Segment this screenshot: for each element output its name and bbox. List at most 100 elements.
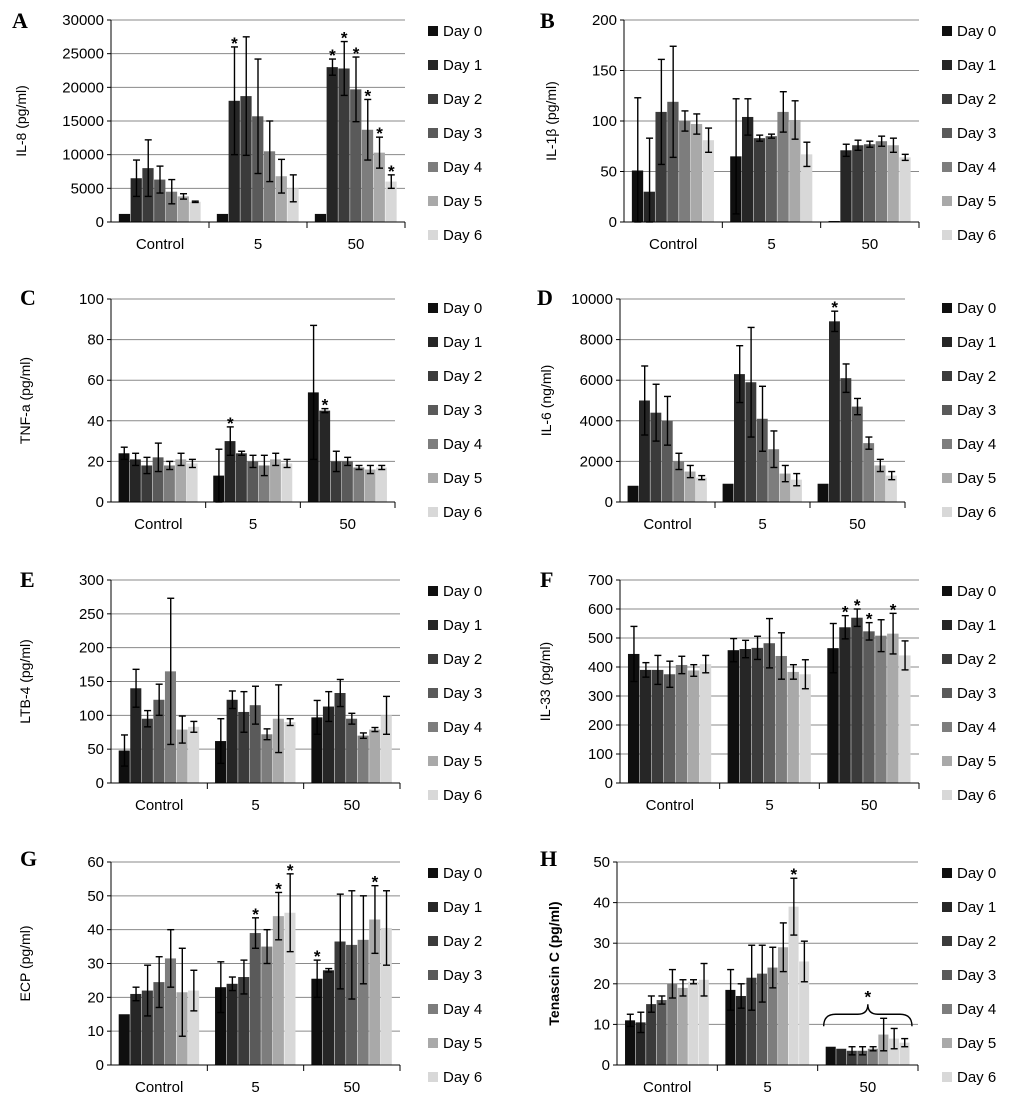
legend-swatch bbox=[942, 654, 952, 664]
error-bar bbox=[228, 690, 236, 710]
error-bar bbox=[678, 655, 686, 675]
bar bbox=[863, 443, 875, 502]
legend-swatch bbox=[428, 60, 438, 70]
bar bbox=[727, 650, 740, 783]
bar bbox=[688, 981, 699, 1065]
error-bar bbox=[328, 58, 336, 76]
y-tick-label: 400 bbox=[588, 659, 613, 676]
legend: Day 0 Day 1 Day 2 Day 3 Day 4 Day 5 Day 6 bbox=[428, 583, 482, 804]
error-bar bbox=[686, 464, 694, 479]
significance-asterisk: * bbox=[353, 44, 360, 63]
bar bbox=[224, 441, 236, 502]
bar bbox=[827, 648, 839, 783]
legend-swatch bbox=[428, 936, 438, 946]
legend-swatch bbox=[428, 654, 438, 664]
bar bbox=[899, 655, 911, 783]
legend-label: Day 3 bbox=[957, 125, 996, 142]
legend-label: Day 1 bbox=[443, 334, 482, 351]
legend-label: Day 6 bbox=[957, 227, 996, 244]
legend-label: Day 6 bbox=[957, 1069, 996, 1086]
bar bbox=[765, 136, 777, 222]
bar bbox=[846, 1050, 857, 1065]
error-bar bbox=[756, 134, 764, 142]
panel-C: C 0 20 40 60 80 100 TNF-a (pg/ml) * * Control 5 50 Da… bbox=[17, 285, 482, 533]
error-bar bbox=[180, 193, 188, 200]
bar bbox=[130, 178, 142, 222]
error-bar bbox=[669, 45, 677, 159]
error-bar bbox=[352, 56, 360, 123]
error-bar bbox=[266, 120, 274, 183]
error-bar bbox=[877, 619, 885, 653]
legend-swatch bbox=[942, 196, 952, 206]
y-tick-label: 100 bbox=[79, 291, 104, 308]
panel-A: A 0 5000 10000 15000 20000 25000 30000 IL-8 (pg/… bbox=[12, 8, 482, 253]
bar bbox=[857, 1050, 868, 1065]
bar bbox=[346, 718, 358, 783]
bar bbox=[284, 722, 296, 783]
error-bar bbox=[642, 661, 650, 678]
bar bbox=[851, 406, 863, 502]
legend-label: Day 5 bbox=[443, 470, 482, 487]
error-bar bbox=[866, 140, 874, 148]
y-tick-label: 40 bbox=[87, 413, 104, 430]
x-category-label: Control bbox=[643, 1079, 691, 1096]
error-bar bbox=[664, 395, 671, 446]
error-bar bbox=[800, 940, 808, 983]
error-bar bbox=[841, 614, 849, 640]
error-bar bbox=[842, 143, 850, 158]
error-bar bbox=[240, 690, 248, 733]
x-category-label: Control bbox=[135, 1079, 183, 1096]
bar bbox=[722, 483, 734, 502]
legend-swatch bbox=[428, 1004, 438, 1014]
bar bbox=[675, 664, 688, 783]
legend-swatch bbox=[428, 868, 438, 878]
significance-asterisk: * bbox=[314, 947, 321, 966]
legend-swatch bbox=[942, 473, 952, 483]
y-tick-label: 200 bbox=[592, 12, 617, 29]
legend-label: Day 1 bbox=[443, 617, 482, 634]
x-category-label: 50 bbox=[343, 1079, 360, 1096]
legend: Day 0 Day 1 Day 2 Day 3 Day 4 Day 5 Day 6 bbox=[942, 583, 996, 804]
bar bbox=[240, 96, 252, 222]
bar bbox=[141, 465, 153, 502]
error-bar bbox=[654, 654, 662, 686]
y-tick-label: 0 bbox=[96, 494, 104, 511]
legend-label: Day 3 bbox=[957, 685, 996, 702]
error-bar bbox=[876, 458, 884, 473]
legend-swatch bbox=[428, 688, 438, 698]
bar bbox=[334, 693, 346, 783]
legend-swatch bbox=[428, 1072, 438, 1082]
legend-swatch bbox=[428, 756, 438, 766]
legend-label: Day 4 bbox=[957, 719, 996, 736]
error-bar bbox=[226, 426, 234, 457]
y-tick-label: 20 bbox=[87, 989, 104, 1006]
error-bar bbox=[387, 174, 395, 190]
y-tick-label: 80 bbox=[87, 332, 104, 349]
error-bar bbox=[880, 1017, 888, 1052]
legend-label: Day 6 bbox=[443, 787, 482, 804]
error-bar bbox=[348, 890, 356, 1000]
bar bbox=[153, 699, 165, 783]
bar bbox=[261, 946, 273, 1065]
y-tick-label: 50 bbox=[600, 164, 617, 181]
bar bbox=[281, 463, 293, 502]
bar bbox=[346, 944, 358, 1065]
legend: Day 0 Day 1 Day 2 Day 3 Day 4 Day 5 Day 6 bbox=[428, 865, 482, 1086]
significance-asterisk: * bbox=[376, 124, 383, 143]
panel-letter: D bbox=[537, 285, 553, 310]
legend-label: Day 2 bbox=[957, 933, 996, 950]
bar bbox=[287, 188, 299, 222]
legend-label: Day 3 bbox=[957, 402, 996, 419]
bar bbox=[828, 220, 840, 222]
legend-swatch bbox=[942, 94, 952, 104]
bar bbox=[874, 465, 886, 502]
bar bbox=[677, 987, 688, 1065]
error-bar bbox=[789, 663, 797, 680]
bar bbox=[742, 116, 754, 222]
bar bbox=[646, 1004, 657, 1065]
bar bbox=[799, 674, 811, 783]
error-bar bbox=[166, 460, 174, 471]
legend-label: Day 2 bbox=[443, 651, 482, 668]
y-tick-label: 8000 bbox=[580, 332, 613, 349]
error-bar bbox=[286, 873, 294, 953]
